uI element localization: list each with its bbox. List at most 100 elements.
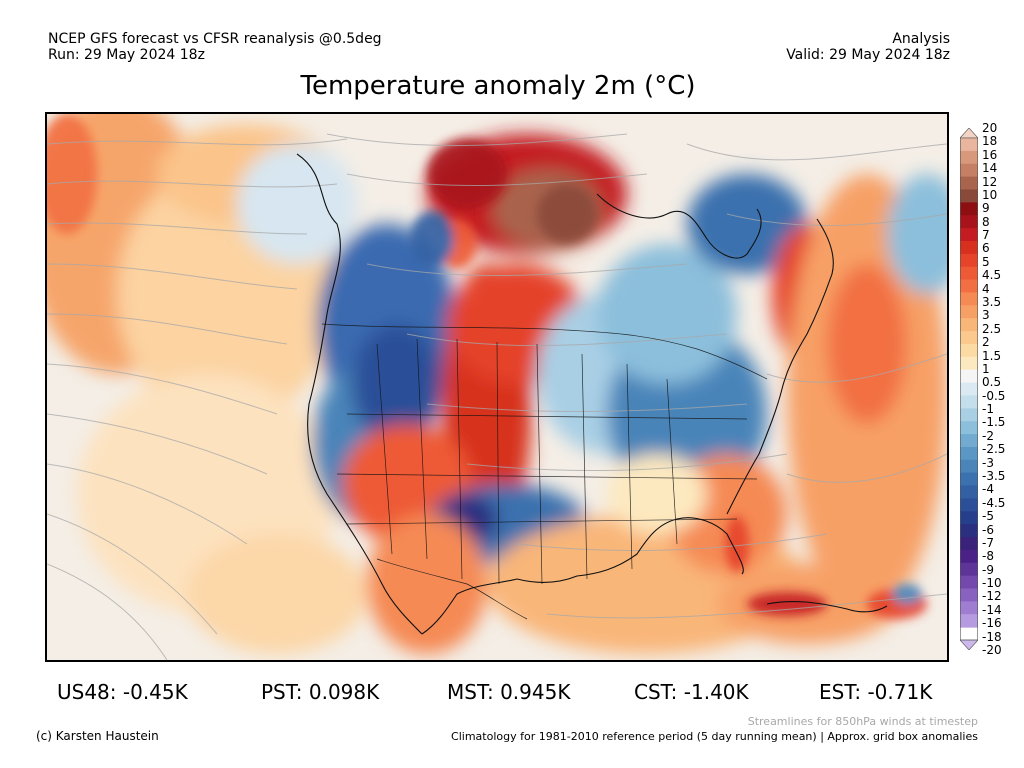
colorbar-label: 3	[982, 308, 990, 323]
colorbar-swatch	[960, 279, 978, 293]
colorbar-label: -0.5	[982, 388, 1006, 403]
anomaly-field	[47, 114, 947, 654]
colorbar-label: 16	[982, 147, 998, 162]
colorbar-swatch	[960, 202, 978, 216]
colorbar-label: -5	[982, 509, 994, 524]
valid-time: Valid: 29 May 2024 18z	[786, 47, 950, 63]
streamline-note: Streamlines for 850hPa winds at timestep	[747, 715, 978, 728]
colorbar-label: 10	[982, 187, 998, 202]
colorbar-swatch	[960, 331, 978, 345]
header-right: Analysis Valid: 29 May 2024 18z	[786, 31, 950, 63]
colorbar-swatch	[960, 176, 978, 190]
colorbar	[960, 128, 978, 650]
colorbar-swatch	[960, 395, 978, 409]
colorbar-swatch	[960, 575, 978, 590]
pacific-coastline	[296, 153, 423, 635]
hudson-bay-coastline	[596, 193, 762, 259]
colorbar-label: -12	[982, 589, 1002, 604]
colorbar-swatch	[960, 549, 978, 564]
us48-anomaly: US48: -0.45K	[57, 680, 188, 704]
colorbar-swatch	[960, 485, 978, 499]
run-time: Run: 29 May 2024 18z	[48, 47, 205, 63]
colorbar-label: 18	[982, 134, 998, 149]
atlantic-coastline	[726, 218, 834, 515]
colorbar-label: -8	[982, 549, 994, 564]
us-mexico-border	[376, 558, 528, 620]
colorbar-label: 7	[982, 228, 990, 243]
colorbar-swatch	[960, 292, 978, 306]
colorbar-swatch	[960, 305, 978, 319]
climatology-note: Climatology for 1981-2010 reference peri…	[451, 730, 978, 743]
map-frame	[45, 112, 949, 662]
map-title: Temperature anomaly 2m (°C)	[300, 71, 696, 101]
colorbar-swatch	[960, 382, 978, 396]
colorbar-label: -9	[982, 562, 994, 577]
colorbar-swatch	[960, 215, 978, 229]
colorbar-swatch	[960, 446, 978, 461]
colorbar-swatch	[960, 601, 978, 615]
colorbar-swatch	[960, 562, 978, 577]
colorbar-swatch	[960, 459, 978, 474]
colorbar-label: -2.5	[982, 442, 1006, 457]
colorbar-swatch	[960, 511, 978, 525]
colorbar-label: 5	[982, 254, 990, 269]
analysis-label: Analysis	[892, 31, 950, 47]
colorbar-swatch	[960, 472, 978, 487]
colorbar-swatch	[960, 318, 978, 332]
colorbar-label: 14	[982, 161, 998, 176]
colorbar-swatch	[960, 408, 978, 422]
cst-anomaly: CST: -1.40K	[634, 680, 749, 704]
model-description: NCEP GFS forecast vs CFSR reanalysis @0.…	[48, 31, 382, 47]
pst-anomaly: PST: 0.098K	[261, 680, 380, 704]
colorbar-label: 3.5	[982, 295, 1002, 309]
gulf-coastline	[421, 517, 744, 635]
coastlines	[296, 153, 888, 635]
colorbar-swatch	[960, 356, 978, 371]
colorbar-swatch	[960, 163, 978, 178]
colorbar-label: 0.5	[982, 375, 1002, 390]
colorbar-label: 20	[982, 121, 998, 135]
colorbar-label: 12	[982, 174, 998, 189]
colorbar-label: -14	[982, 602, 1002, 617]
credit: (c) Karsten Haustein	[36, 729, 159, 743]
colorbar-swatch	[960, 240, 978, 255]
colorbar-label: 2	[982, 335, 990, 350]
colorbar-label: -6	[982, 522, 994, 537]
colorbar-label: 9	[982, 201, 990, 216]
colorbar-label: -3	[982, 455, 994, 470]
colorbar-swatch	[960, 588, 978, 602]
colorbar-swatch	[960, 434, 978, 448]
colorbar-swatch	[960, 537, 978, 551]
colorbar-swatch	[960, 343, 978, 358]
colorbar-label: 1.5	[982, 348, 1002, 363]
us-canada-border	[321, 323, 768, 380]
colorbar-label: -16	[982, 616, 1002, 631]
colorbar-label: -2	[982, 428, 994, 443]
colorbar-swatch	[960, 150, 978, 165]
colorbar-swatch	[960, 138, 978, 152]
wind-streamlines	[47, 133, 947, 660]
colorbar-label: 1	[982, 361, 990, 376]
colorbar-outline	[960, 137, 978, 641]
colorbar-labels: 20 18 16 14 12 10 9 8 7 6 5 4.5 4 3.5 3 2.5 2 1.5 1 0.5 -0.5…	[979, 122, 1024, 656]
colorbar-label: 4	[982, 281, 990, 296]
colorbar-swatch	[960, 369, 978, 384]
colorbar-swatch	[960, 253, 978, 268]
colorbar-label: -1	[982, 402, 994, 417]
colorbar-label: -20	[982, 643, 1002, 657]
colorbar-label: -18	[982, 629, 1002, 644]
regional-stats: US48: -0.45K PST: 0.098K MST: 0.945K CST…	[0, 678, 1024, 706]
colorbar-max-arrow	[960, 128, 978, 139]
est-anomaly: EST: -0.71K	[819, 680, 933, 704]
cuba-coastline	[766, 601, 888, 613]
colorbar-swatch	[960, 498, 978, 512]
colorbar-min-arrow	[960, 639, 978, 650]
colorbar-swatch	[960, 189, 978, 203]
colorbar-label: 6	[982, 241, 990, 256]
colorbar-label: 8	[982, 214, 990, 229]
colorbar-label: -4.5	[982, 495, 1006, 510]
colorbar-swatch	[960, 228, 978, 242]
mst-anomaly: MST: 0.945K	[447, 680, 571, 704]
header-left: NCEP GFS forecast vs CFSR reanalysis @0.…	[48, 31, 382, 63]
anomaly-detail	[47, 114, 927, 619]
